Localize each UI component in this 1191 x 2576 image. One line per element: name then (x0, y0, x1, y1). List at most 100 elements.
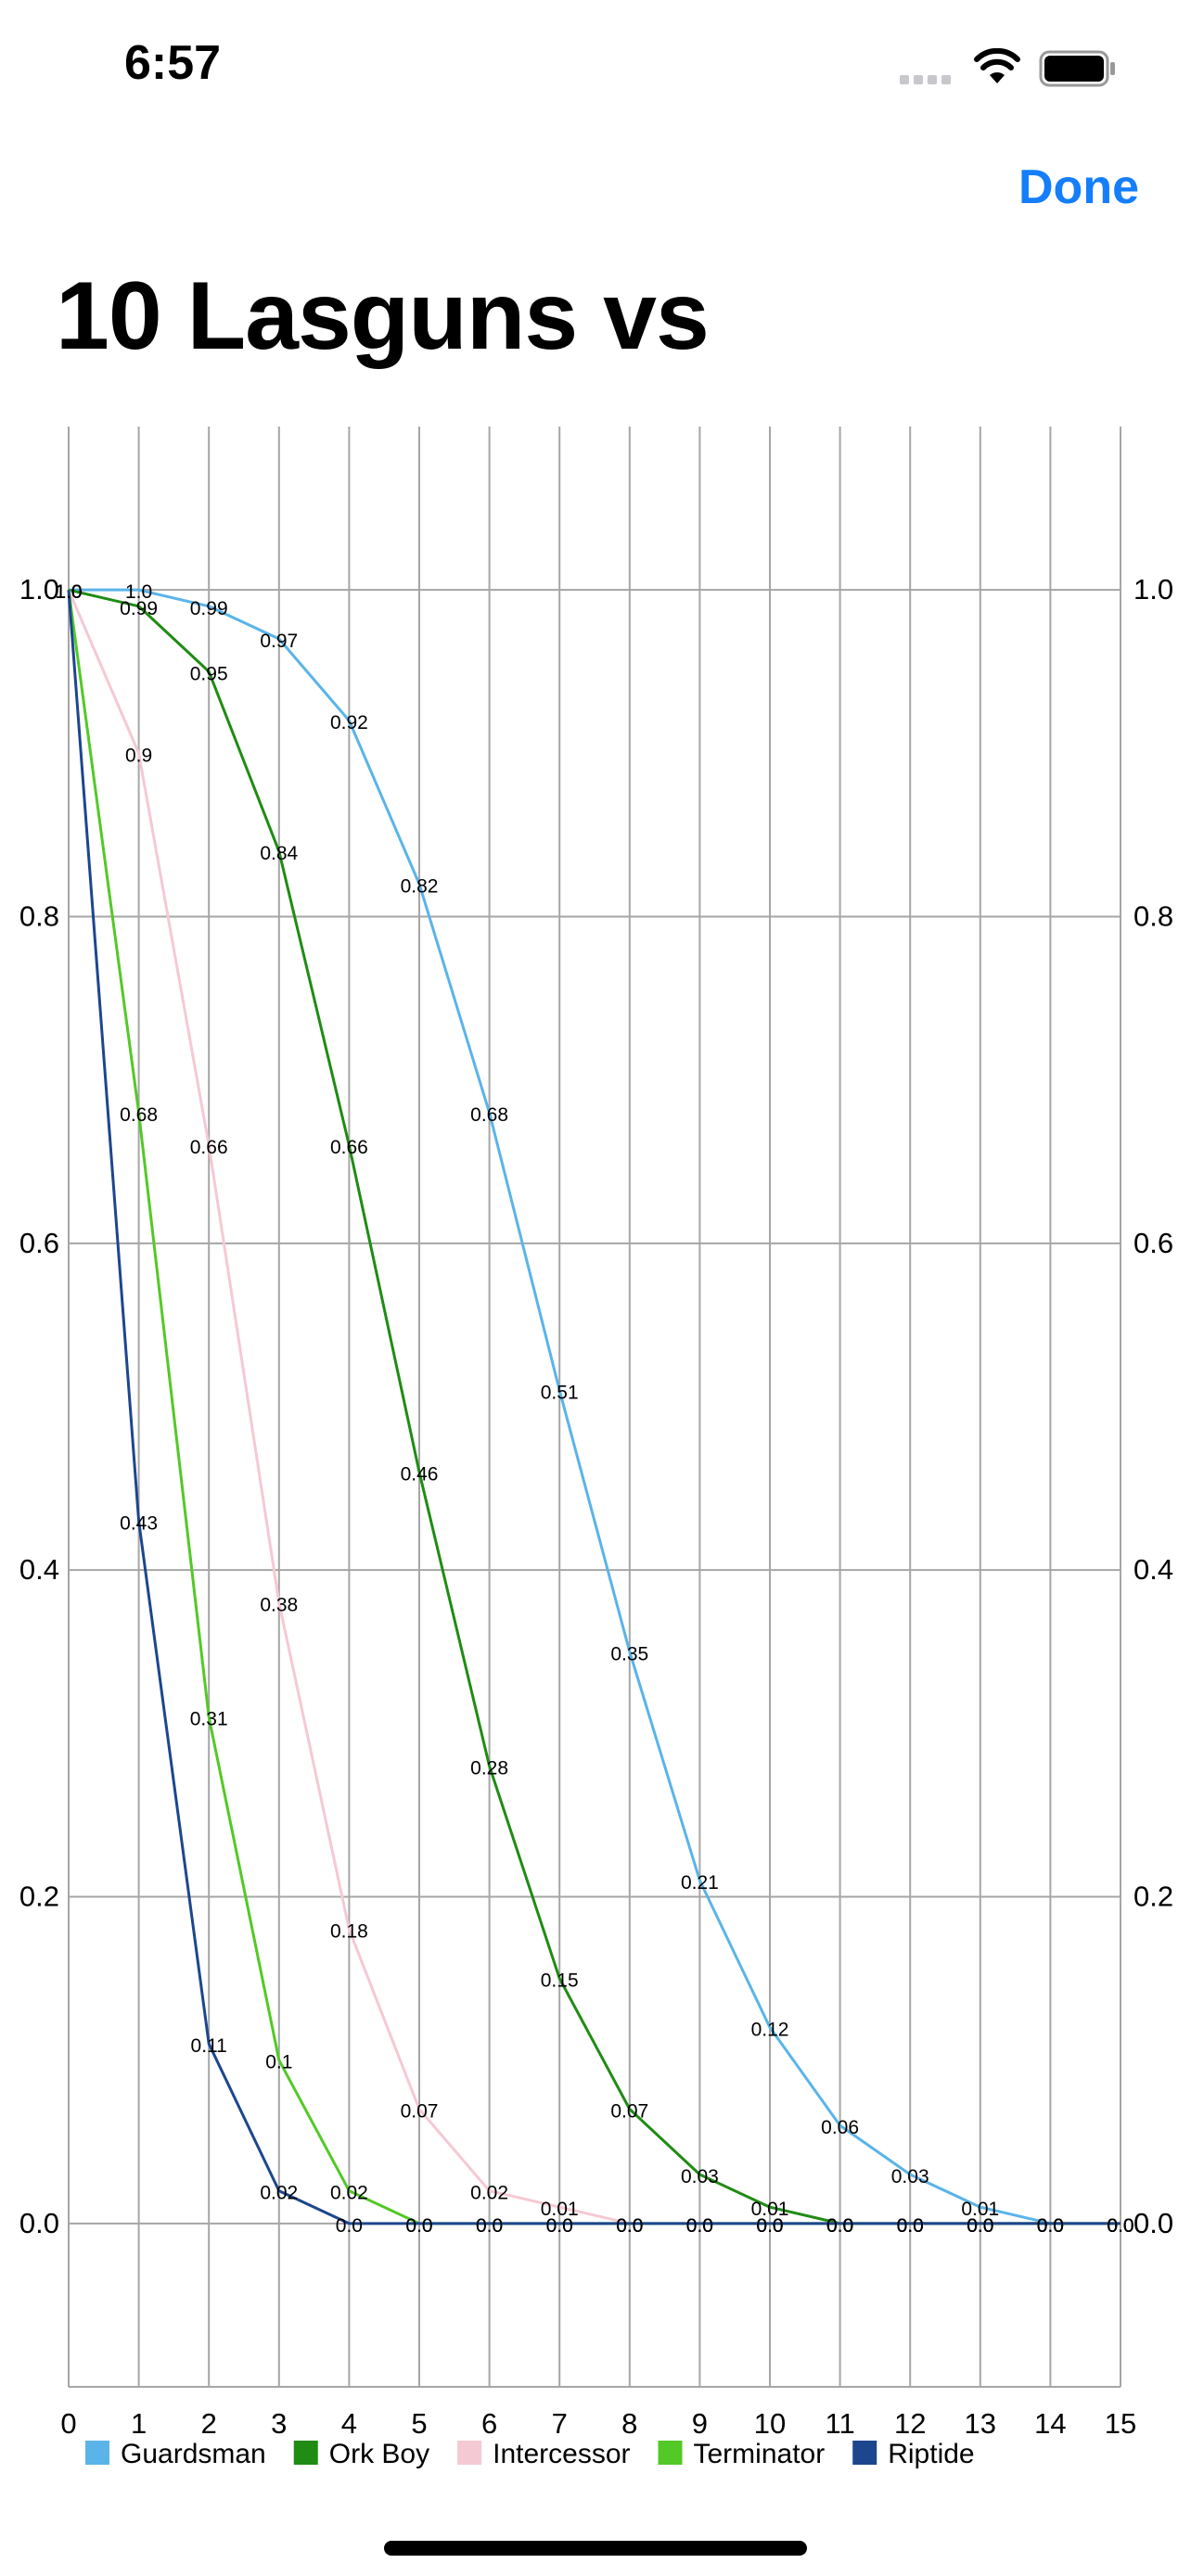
y-tick-label-right: 0.6 (1133, 1227, 1173, 1259)
data-label: 0.0 (1107, 2215, 1133, 2237)
data-label: 0.02 (470, 2183, 508, 2204)
data-label: 0.0 (826, 2215, 853, 2237)
legend-label: Intercessor (493, 2439, 630, 2469)
series-line-guardsman (69, 588, 1121, 2225)
data-label: 0.46 (401, 1463, 439, 1485)
y-tick-label-right: 0.0 (1133, 2207, 1173, 2239)
data-label: 0.0 (897, 2215, 924, 2237)
legend-swatch (852, 2441, 877, 2465)
data-label: 0.0 (756, 2215, 783, 2237)
data-label: 0.0 (897, 2215, 924, 2237)
y-tick-label-right: 0.4 (1133, 1553, 1173, 1586)
legend-label: Terminator (694, 2439, 826, 2469)
y-tick-label-left: 1.0 (19, 573, 59, 606)
x-tick-label: 3 (271, 2407, 287, 2440)
data-label: 0.0 (686, 2215, 713, 2237)
data-label: 0.99 (120, 598, 158, 619)
data-label: 0.0 (686, 2215, 713, 2237)
data-label: 0.02 (330, 2183, 368, 2204)
data-label: 0.0 (1107, 2215, 1133, 2237)
data-label: 0.0 (756, 2215, 783, 2237)
data-label: 0.84 (260, 843, 298, 864)
y-tick-label-left: 0.8 (19, 900, 59, 933)
data-label: 0.15 (541, 1970, 579, 1992)
done-button[interactable]: Done (1018, 160, 1139, 214)
x-tick-label: 5 (411, 2407, 427, 2440)
data-label: 0.02 (260, 2183, 298, 2204)
data-label: 0.0 (1037, 2215, 1064, 2237)
data-label: 0.28 (470, 1758, 508, 1779)
data-label: 0.66 (330, 1137, 368, 1158)
data-label: 0.21 (681, 1872, 719, 1894)
line-chart: 0.0 0.00.2 0.20.4 0.40.6 0.60.8 0.81.0 1.00 1 2 3… (19, 427, 1173, 2469)
y-tick-label-left: 0.4 (19, 1553, 59, 1586)
data-label: 0.0 (826, 2215, 853, 2237)
data-label: 0.92 (330, 712, 368, 733)
y-tick-label-right: 1.0 (1133, 573, 1173, 606)
data-label: 0.01 (961, 2199, 999, 2220)
data-label: 1.0 (125, 581, 152, 603)
data-label: 0.97 (260, 631, 298, 652)
y-tick-label-left: 0.6 (19, 1227, 59, 1259)
legend-swatch (658, 2441, 683, 2465)
data-label: 0.0 (1037, 2215, 1064, 2237)
navigation-bar: Done (0, 148, 1191, 241)
data-label: 0.0 (405, 2215, 432, 2237)
data-label: 0.03 (681, 2166, 719, 2187)
legend-label: Riptide (888, 2439, 974, 2469)
data-label: 0.51 (541, 1382, 579, 1403)
data-label: 0.0 (967, 2215, 993, 2237)
data-label: 0.0 (616, 2215, 643, 2237)
series-line-terminator (67, 589, 1121, 2225)
data-label: 0.0 (967, 2215, 993, 2237)
data-label: 0.0 (546, 2215, 573, 2237)
data-label: 0.0 (967, 2215, 993, 2237)
data-label: 0.07 (610, 2101, 648, 2123)
data-label: 0.68 (120, 1104, 158, 1126)
x-tick-label: 4 (341, 2407, 357, 2440)
x-tick-label: 11 (826, 2407, 855, 2440)
x-tick-label: 9 (692, 2407, 708, 2440)
data-label: 0.0 (616, 2215, 643, 2237)
page-title: 10 Lasguns vs (56, 262, 710, 370)
data-label: 0.0 (616, 2215, 643, 2237)
data-label: 0.68 (470, 1104, 508, 1126)
battery-icon (1039, 50, 1115, 87)
data-label: 0.07 (401, 2101, 439, 2123)
x-tick-label: 7 (552, 2407, 568, 2440)
data-label: 1.0 (55, 581, 82, 603)
status-time: 6:57 (124, 36, 222, 90)
data-label: 0.06 (821, 2117, 859, 2138)
legend-swatch (85, 2441, 109, 2465)
legend-swatch (293, 2441, 318, 2465)
data-label: 1.0 (55, 581, 82, 603)
y-tick-label-left: 0.0 (19, 2207, 59, 2239)
data-label: 0.0 (1107, 2215, 1133, 2237)
x-tick-label: 15 (1105, 2407, 1136, 2440)
wifi-icon (974, 48, 1020, 83)
data-label: 0.12 (751, 2019, 789, 2040)
x-tick-label: 13 (965, 2407, 996, 2440)
data-label: 0.99 (190, 598, 228, 619)
data-label: 1.0 (55, 581, 82, 603)
data-label: 0.95 (190, 663, 228, 684)
legend-label: Ork Boy (329, 2439, 429, 2469)
data-label: 0.01 (751, 2199, 789, 2220)
data-label: 0.38 (260, 1594, 298, 1615)
data-label: 0.9 (125, 745, 152, 766)
series-line-ork-boy (68, 588, 1121, 2225)
data-label: 0.43 (120, 1512, 158, 1534)
data-label: 0.0 (405, 2215, 432, 2237)
data-label: 0.11 (191, 2035, 227, 2057)
data-label: 0.18 (330, 1921, 368, 1943)
data-label: 1.0 (55, 581, 82, 603)
data-label: 0.03 (891, 2166, 929, 2187)
home-indicator (384, 2541, 807, 2556)
data-label: 0.0 (826, 2215, 853, 2237)
x-tick-label: 6 (481, 2407, 497, 2440)
data-label: 1.0 (55, 581, 82, 603)
legend-label: Guardsman (121, 2439, 266, 2469)
series-line-riptide (67, 590, 1121, 2225)
data-label: 0.82 (401, 875, 439, 897)
data-label: 0.0 (756, 2215, 783, 2237)
